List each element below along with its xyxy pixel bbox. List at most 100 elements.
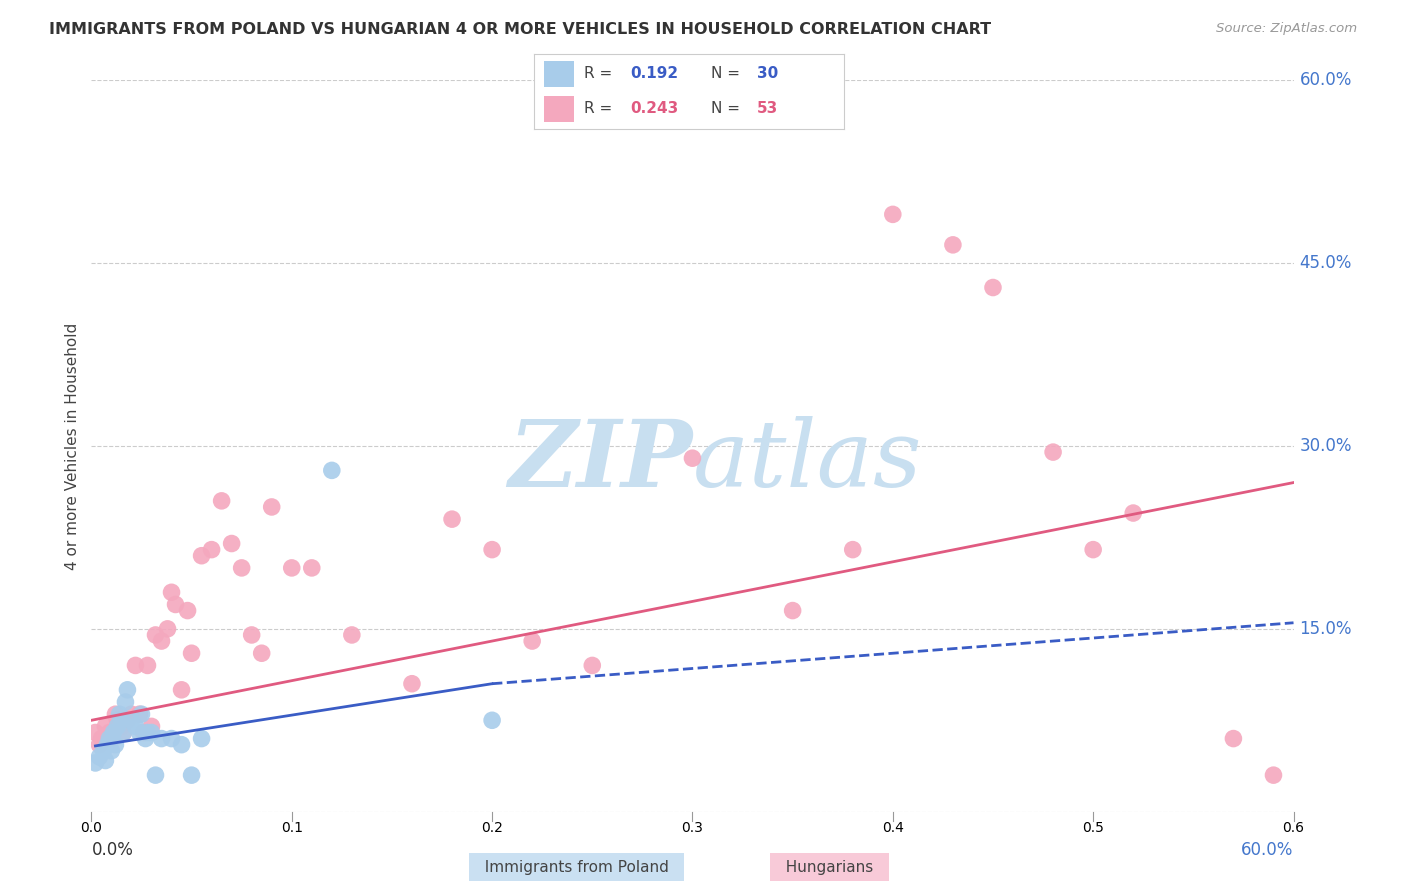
Point xyxy=(260,500,283,514)
Point xyxy=(782,603,804,617)
Text: atlas: atlas xyxy=(692,416,922,506)
Point xyxy=(150,731,173,746)
Text: 0.0%: 0.0% xyxy=(91,841,134,859)
Point xyxy=(141,719,163,733)
Text: Hungarians: Hungarians xyxy=(776,860,883,874)
Point xyxy=(136,658,159,673)
Point xyxy=(1263,768,1285,782)
Point xyxy=(165,598,187,612)
Point xyxy=(128,725,150,739)
Point xyxy=(882,207,904,221)
Point xyxy=(176,603,198,617)
Point xyxy=(1083,542,1105,557)
Y-axis label: 4 or more Vehicles in Household: 4 or more Vehicles in Household xyxy=(65,322,80,570)
Point xyxy=(131,707,153,722)
Text: N =: N = xyxy=(710,102,744,116)
Text: R =: R = xyxy=(583,102,617,116)
Point xyxy=(145,628,167,642)
Point xyxy=(170,738,193,752)
Text: ZIP: ZIP xyxy=(508,416,692,506)
Text: N =: N = xyxy=(710,67,744,81)
Point xyxy=(96,731,118,746)
Point xyxy=(145,768,167,782)
Point xyxy=(1122,506,1144,520)
Point xyxy=(190,731,212,746)
Point xyxy=(180,768,202,782)
Point xyxy=(104,707,127,722)
Point xyxy=(180,646,202,660)
Text: Immigrants from Poland: Immigrants from Poland xyxy=(475,860,678,874)
Point xyxy=(107,714,129,728)
Point xyxy=(1222,731,1244,746)
Point xyxy=(89,738,111,752)
Point xyxy=(121,714,143,728)
Point xyxy=(117,682,139,697)
Point xyxy=(240,628,263,642)
Text: 53: 53 xyxy=(756,102,779,116)
Point xyxy=(281,561,304,575)
Text: 45.0%: 45.0% xyxy=(1299,254,1353,272)
Point xyxy=(841,542,863,557)
Point xyxy=(98,731,121,746)
Text: 30: 30 xyxy=(756,67,779,81)
Point xyxy=(100,744,122,758)
Point xyxy=(108,707,131,722)
Point xyxy=(104,738,127,752)
Point xyxy=(93,744,115,758)
Point xyxy=(89,749,111,764)
Point xyxy=(156,622,179,636)
Bar xyxy=(544,62,575,87)
Point xyxy=(942,238,965,252)
Point xyxy=(128,707,150,722)
Point xyxy=(124,719,146,733)
Point xyxy=(250,646,273,660)
Point xyxy=(681,451,703,466)
Point xyxy=(134,731,156,746)
Point xyxy=(481,714,503,728)
Point xyxy=(110,719,132,733)
Point xyxy=(301,561,323,575)
Point xyxy=(201,542,224,557)
Text: 15.0%: 15.0% xyxy=(1299,620,1353,638)
Point xyxy=(90,731,112,746)
Text: IMMIGRANTS FROM POLAND VS HUNGARIAN 4 OR MORE VEHICLES IN HOUSEHOLD CORRELATION : IMMIGRANTS FROM POLAND VS HUNGARIAN 4 OR… xyxy=(49,22,991,37)
Point xyxy=(440,512,463,526)
Point xyxy=(112,725,135,739)
Text: 0.243: 0.243 xyxy=(630,102,679,116)
Point xyxy=(340,628,363,642)
Point xyxy=(522,634,544,648)
Point xyxy=(84,756,107,770)
Point xyxy=(150,634,173,648)
Point xyxy=(170,682,193,697)
Point xyxy=(221,536,243,550)
Point xyxy=(114,695,136,709)
Text: R =: R = xyxy=(583,67,617,81)
Point xyxy=(481,542,503,557)
Point xyxy=(401,676,423,690)
Point xyxy=(112,725,135,739)
Point xyxy=(581,658,603,673)
Point xyxy=(98,725,121,739)
Point xyxy=(117,714,139,728)
Point xyxy=(141,725,163,739)
Point xyxy=(96,738,118,752)
Point xyxy=(231,561,253,575)
Point xyxy=(94,719,117,733)
Point xyxy=(121,707,143,722)
Point xyxy=(132,725,155,739)
Text: Source: ZipAtlas.com: Source: ZipAtlas.com xyxy=(1216,22,1357,36)
Point xyxy=(103,725,125,739)
Point xyxy=(110,714,132,728)
Point xyxy=(160,585,183,599)
Bar xyxy=(544,96,575,122)
Text: 0.192: 0.192 xyxy=(630,67,678,81)
Point xyxy=(107,719,129,733)
Point xyxy=(981,280,1004,294)
Point xyxy=(94,754,117,768)
Point xyxy=(1042,445,1064,459)
Point xyxy=(190,549,212,563)
Point xyxy=(160,731,183,746)
Point xyxy=(84,725,107,739)
Point xyxy=(211,494,233,508)
Text: 30.0%: 30.0% xyxy=(1299,437,1353,455)
